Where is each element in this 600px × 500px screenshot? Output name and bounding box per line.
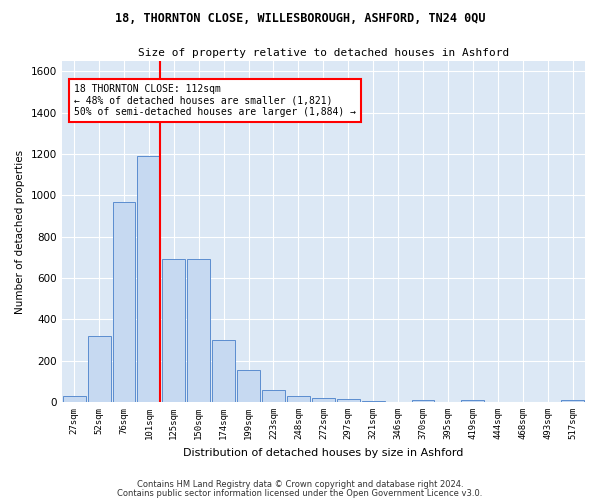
X-axis label: Distribution of detached houses by size in Ashford: Distribution of detached houses by size …: [183, 448, 464, 458]
Bar: [561, 400, 584, 402]
Bar: [262, 390, 285, 402]
Bar: [212, 340, 235, 402]
Bar: [113, 202, 136, 402]
Bar: [163, 260, 185, 402]
Bar: [312, 398, 335, 402]
Y-axis label: Number of detached properties: Number of detached properties: [15, 150, 25, 314]
Bar: [362, 401, 385, 402]
Bar: [337, 399, 360, 402]
Title: Size of property relative to detached houses in Ashford: Size of property relative to detached ho…: [138, 48, 509, 58]
Text: 18, THORNTON CLOSE, WILLESBOROUGH, ASHFORD, TN24 0QU: 18, THORNTON CLOSE, WILLESBOROUGH, ASHFO…: [115, 12, 485, 26]
Text: Contains HM Land Registry data © Crown copyright and database right 2024.: Contains HM Land Registry data © Crown c…: [137, 480, 463, 489]
Bar: [237, 370, 260, 402]
Bar: [88, 336, 110, 402]
Text: 18 THORNTON CLOSE: 112sqm
← 48% of detached houses are smaller (1,821)
50% of se: 18 THORNTON CLOSE: 112sqm ← 48% of detac…: [74, 84, 356, 117]
Bar: [287, 396, 310, 402]
Bar: [62, 396, 86, 402]
Bar: [461, 400, 484, 402]
Bar: [187, 260, 210, 402]
Text: Contains public sector information licensed under the Open Government Licence v3: Contains public sector information licen…: [118, 488, 482, 498]
Bar: [412, 400, 434, 402]
Bar: [137, 156, 160, 402]
